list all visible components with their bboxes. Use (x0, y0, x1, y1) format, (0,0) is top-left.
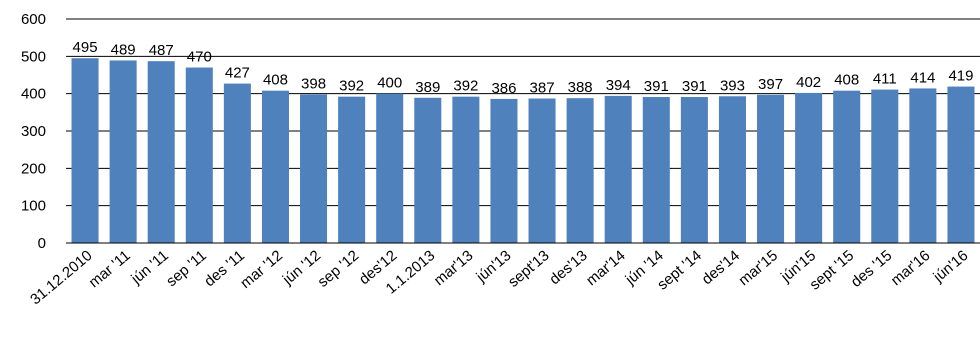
data-label: 427 (225, 65, 250, 82)
y-tick-label: 400 (21, 86, 46, 103)
x-tick-label: mar'14 (583, 247, 629, 289)
gridlines (66, 18, 980, 207)
bar (909, 88, 937, 243)
y-tick-label: 300 (21, 123, 46, 140)
x-tick-label: sep '12 (315, 247, 363, 291)
y-tick-label: 600 (21, 11, 46, 28)
x-tick-label: sep '11 (163, 247, 210, 290)
data-label: 400 (377, 75, 402, 92)
bar (718, 96, 746, 243)
y-tick-label: 200 (21, 160, 46, 177)
data-label: 495 (73, 39, 98, 56)
bar (147, 61, 175, 243)
data-label: 414 (910, 69, 935, 86)
bar (261, 90, 289, 244)
bar (757, 94, 785, 243)
x-tick-label: mar '12 (237, 247, 286, 292)
data-label: 487 (149, 42, 174, 59)
bar (490, 98, 518, 243)
y-tick-label: 100 (21, 198, 46, 215)
data-label: 392 (339, 78, 364, 95)
data-label: 408 (263, 72, 288, 89)
bar (528, 98, 556, 244)
bar (566, 98, 594, 243)
bar (71, 58, 99, 244)
x-tick-label: jún'16 (930, 247, 972, 286)
bar (223, 83, 251, 243)
bar (795, 92, 823, 243)
y-axis-tick-labels: 0 100 200 300 400 500 600 (21, 11, 46, 252)
data-label: 388 (568, 79, 593, 96)
x-tick-label: jún '11 (127, 247, 171, 288)
bar (414, 97, 442, 243)
x-tick-label: mar'16 (888, 247, 934, 289)
bars (71, 58, 975, 244)
x-tick-label: mar'13 (431, 247, 477, 289)
x-tick-label: mar '11 (86, 247, 134, 291)
data-label: 419 (948, 68, 973, 85)
data-label: 393 (720, 77, 745, 94)
x-tick-label: mar'15 (735, 247, 781, 289)
data-labels: 495 489 487 470 427 408 398 392 400 389 392 386 387 3… (73, 39, 974, 97)
bar (109, 60, 137, 243)
bar (338, 96, 366, 243)
y-tick-label: 500 (21, 48, 46, 65)
bar (376, 93, 404, 244)
bar (604, 95, 632, 243)
data-label: 389 (415, 79, 440, 96)
x-tick-label: des '15 (848, 247, 896, 291)
data-label: 392 (453, 78, 478, 95)
data-label: 411 (873, 71, 897, 88)
x-tick-label: des'14 (699, 247, 743, 288)
data-label: 394 (606, 77, 631, 94)
data-label: 391 (644, 78, 669, 95)
data-label: 387 (530, 80, 555, 97)
data-label: 489 (111, 41, 136, 58)
data-label: 398 (301, 75, 326, 92)
x-tick-label: sept'13 (505, 247, 553, 291)
bar (871, 89, 899, 243)
bar (185, 67, 213, 244)
bar (947, 86, 975, 243)
x-tick-label: des'13 (546, 247, 590, 288)
bar (452, 96, 480, 243)
data-label: 397 (758, 76, 783, 93)
data-label: 408 (834, 72, 859, 89)
data-label: 386 (491, 80, 516, 97)
bar (680, 97, 708, 243)
bar (642, 97, 670, 243)
bar (833, 90, 861, 244)
data-label: 402 (796, 74, 821, 91)
y-tick-label: 0 (38, 235, 46, 252)
data-label: 391 (682, 78, 707, 95)
bar (300, 94, 328, 243)
data-label: 470 (187, 49, 212, 66)
